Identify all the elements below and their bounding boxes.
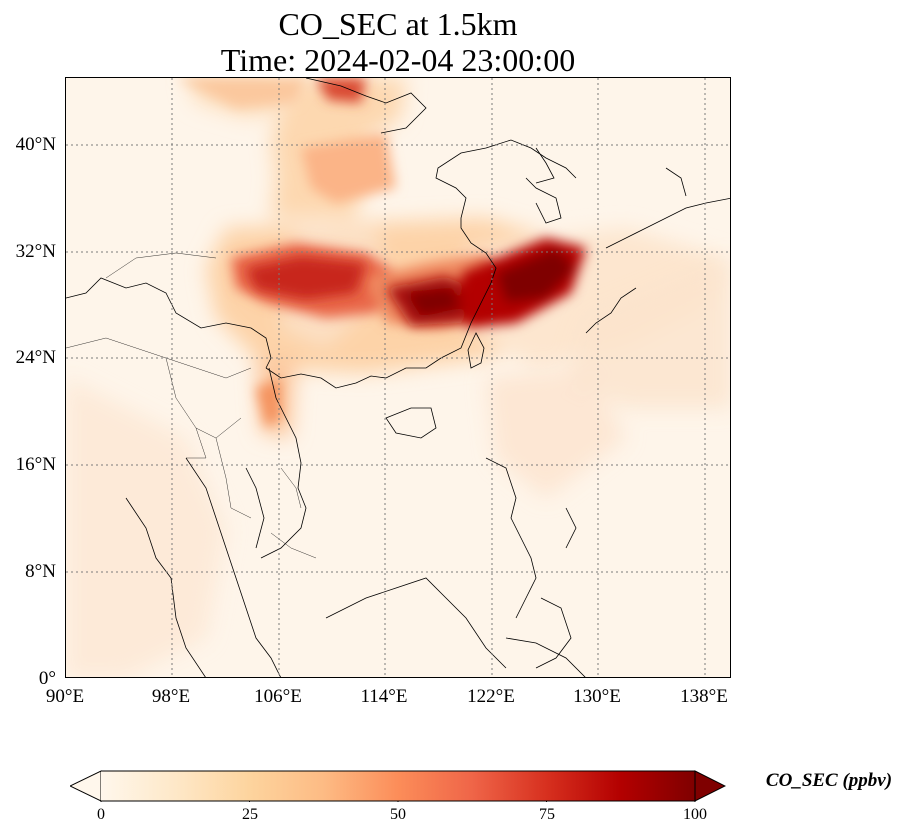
x-tick-label-98e: 98°E	[151, 686, 191, 707]
coastlines	[66, 78, 730, 677]
chart-title: CO_SEC at 1.5km	[278, 6, 518, 42]
x-tick-label-138e: 138°E	[680, 686, 728, 707]
map-panel	[65, 77, 731, 678]
colorbar-tick-0: 0	[97, 806, 105, 823]
colorbar-svg	[68, 770, 727, 805]
y-tick-label-24n: 24°N	[15, 347, 56, 368]
x-tick-label-106e: 106°E	[254, 686, 302, 707]
colorbar-gradient	[101, 771, 695, 801]
colorbar-tick-75: 75	[539, 806, 555, 823]
y-tick-label-32n: 32°N	[15, 241, 56, 262]
colorbar-extend-max	[694, 770, 727, 802]
concentration-field	[66, 78, 730, 677]
map-canvas	[66, 78, 730, 677]
chart-subtitle-time: Time: 2024-02-04 23:00:00	[220, 42, 576, 78]
gridlines	[66, 78, 730, 677]
colorbar-extend-min	[68, 770, 102, 802]
colorbar-tick-50: 50	[390, 806, 406, 823]
x-tick-label-122e: 122°E	[467, 686, 515, 707]
colorbar-label: CO_SEC (ppbv)	[765, 770, 893, 791]
colorbar	[68, 770, 727, 805]
x-tick-label-114e: 114°E	[360, 686, 408, 707]
plume-high	[246, 238, 586, 328]
y-tick-label-16n: 16°N	[15, 454, 56, 475]
y-tick-label-0: 0°	[38, 668, 56, 689]
colorbar-tick-25: 25	[242, 806, 258, 823]
y-tick-label-40n: 40°N	[15, 134, 56, 155]
x-tick-label-90e: 90°E	[45, 686, 85, 707]
colorbar-tick-100: 100	[683, 806, 707, 823]
y-tick-label-8n: 8°N	[25, 561, 56, 582]
x-tick-label-130e: 130°E	[573, 686, 621, 707]
